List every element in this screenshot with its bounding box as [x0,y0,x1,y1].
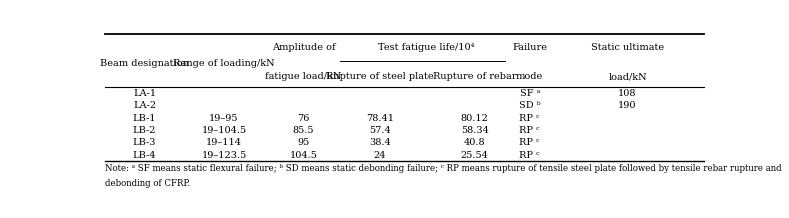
Text: RP ᶜ: RP ᶜ [519,151,540,160]
Text: RP ᶜ: RP ᶜ [519,138,540,147]
Text: 19–114: 19–114 [206,138,242,147]
Text: Test fatigue life/10⁴: Test fatigue life/10⁴ [377,43,474,53]
Text: fatigue load/kN: fatigue load/kN [265,72,342,81]
Text: 95: 95 [297,138,309,147]
Text: 190: 190 [619,101,637,110]
Text: debonding of CFRP.: debonding of CFRP. [105,179,190,188]
Text: 78.41: 78.41 [366,114,394,123]
Text: 24: 24 [374,151,386,160]
Text: Note: ᵃ SF means static flexural failure; ᵇ SD means static debonding failure; ᶜ: Note: ᵃ SF means static flexural failure… [105,164,781,172]
Text: 85.5: 85.5 [293,126,314,135]
Text: 58.34: 58.34 [461,126,488,135]
Text: 108: 108 [619,89,637,98]
Text: Rupture of steel plate: Rupture of steel plate [326,72,434,81]
Text: LB-4: LB-4 [133,151,156,160]
Text: Range of loading/kN: Range of loading/kN [173,59,275,68]
Text: SD ᵇ: SD ᵇ [519,101,540,110]
Text: Failure: Failure [512,43,548,53]
Text: 57.4: 57.4 [369,126,391,135]
Text: Rupture of rebar: Rupture of rebar [433,72,517,81]
Text: mode: mode [516,72,544,81]
Text: load/kN: load/kN [608,72,647,81]
Text: RP ᶜ: RP ᶜ [519,126,540,135]
Text: 104.5: 104.5 [290,151,317,160]
Text: 19–95: 19–95 [209,114,239,123]
Text: 40.8: 40.8 [464,138,485,147]
Text: 38.4: 38.4 [369,138,391,147]
Text: SF ᵃ: SF ᵃ [519,89,540,98]
Text: Amplitude of: Amplitude of [271,43,335,53]
Text: 19–104.5: 19–104.5 [201,126,246,135]
Text: LB-1: LB-1 [133,114,156,123]
Text: LA-1: LA-1 [133,89,156,98]
Text: Static ultimate: Static ultimate [591,43,664,53]
Text: 25.54: 25.54 [461,151,488,160]
Text: 80.12: 80.12 [461,114,488,123]
Text: LB-2: LB-2 [133,126,156,135]
Text: 76: 76 [297,114,309,123]
Text: Beam designation: Beam designation [100,59,189,68]
Text: 19–123.5: 19–123.5 [201,151,247,160]
Text: RP ᶜ: RP ᶜ [519,114,540,123]
Text: LA-2: LA-2 [133,101,156,110]
Text: LB-3: LB-3 [133,138,156,147]
